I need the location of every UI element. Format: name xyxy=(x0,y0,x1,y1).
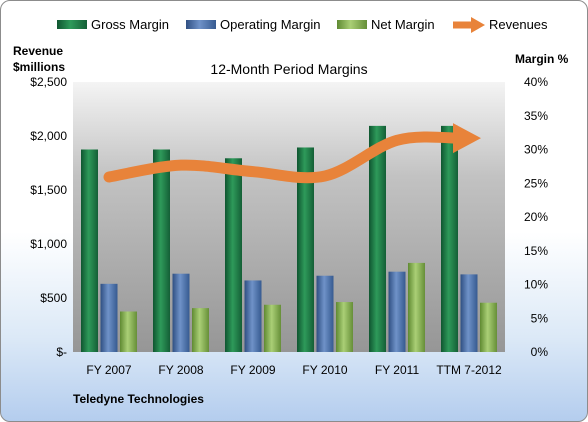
bar-net-margin-fy-2008 xyxy=(192,308,209,352)
bar-operating-margin-ttm-7-2012 xyxy=(460,274,478,352)
left-tick-label: $1,500 xyxy=(30,183,67,197)
right-tick-label: 10% xyxy=(524,278,548,292)
legend-label-operating-margin: Operating Margin xyxy=(220,17,320,32)
x-tick-label: TTM 7-2012 xyxy=(436,363,502,377)
bar-net-margin-fy-2009 xyxy=(264,304,281,352)
plot-area xyxy=(73,82,505,352)
revenues-line-path xyxy=(103,131,467,184)
right-tick-label: 0% xyxy=(531,345,549,359)
left-tick-label: $1,000 xyxy=(30,237,67,251)
legend-swatch-gross-margin xyxy=(57,20,87,29)
right-tick-label: 5% xyxy=(531,311,549,325)
x-tick-label: FY 2008 xyxy=(158,363,203,377)
revenues-arrowhead xyxy=(453,123,481,154)
left-tick-label: $2,000 xyxy=(30,129,67,143)
right-axis-label: Margin % xyxy=(515,52,569,66)
chart-title: 12-Month Period Margins xyxy=(210,61,367,77)
legend-swatch-revenues xyxy=(453,17,485,33)
bar-net-margin-fy-2010 xyxy=(336,302,353,352)
legend-label-gross-margin: Gross Margin xyxy=(91,17,169,32)
right-tick-label: 30% xyxy=(524,143,548,157)
bar-net-margin-fy-2007 xyxy=(120,311,137,352)
bar-operating-margin-fy-2010 xyxy=(316,275,334,352)
legend-label-net-margin: Net Margin xyxy=(371,17,435,32)
x-axis-labels: FY 2007 FY 2008 FY 2009 FY 2010 FY 2011 TTM 7… xyxy=(86,363,502,377)
legend-label-revenues: Revenues xyxy=(489,17,548,32)
revenues-line xyxy=(103,123,481,184)
right-axis-ticks: 0% 5% 10% 15% 20% 25% 30% 35% 40% xyxy=(524,75,548,359)
right-tick-label: 40% xyxy=(524,75,548,89)
x-tick-label: FY 2011 xyxy=(375,363,420,377)
left-tick-label: $- xyxy=(56,345,67,359)
x-tick-label: FY 2007 xyxy=(86,363,131,377)
bar-gross-margin-fy-2008 xyxy=(153,149,170,352)
right-tick-label: 15% xyxy=(524,244,548,258)
legend: Gross Margin Operating Margin Net Margin… xyxy=(57,17,548,33)
bars xyxy=(81,125,497,352)
x-tick-label: FY 2010 xyxy=(302,363,347,377)
right-tick-label: 25% xyxy=(524,176,548,190)
left-axis-label-line1: Revenue xyxy=(13,44,63,58)
legend-swatch-operating-margin xyxy=(186,20,216,29)
bar-gross-margin-ttm-7-2012 xyxy=(441,125,458,352)
x-tick-label: FY 2009 xyxy=(230,363,275,377)
legend-swatch-net-margin xyxy=(337,20,367,29)
bar-gross-margin-fy-2011 xyxy=(369,125,386,352)
left-tick-label: $2,500 xyxy=(30,75,67,89)
bar-gross-margin-fy-2010 xyxy=(297,147,314,352)
right-tick-label: 35% xyxy=(524,109,548,123)
left-axis-ticks: $- $500 $1,000 $1,500 $2,000 $2,500 xyxy=(30,75,67,359)
left-tick-label: $500 xyxy=(40,291,67,305)
bar-operating-margin-fy-2008 xyxy=(172,273,190,352)
bar-gross-margin-fy-2007 xyxy=(81,149,98,352)
bar-net-margin-fy-2011 xyxy=(408,262,425,352)
bar-net-margin-ttm-7-2012 xyxy=(480,302,497,352)
bar-operating-margin-fy-2007 xyxy=(100,283,118,352)
left-axis-label-line2: $millions xyxy=(13,60,65,74)
bar-gross-margin-fy-2009 xyxy=(225,158,242,352)
bar-operating-margin-fy-2011 xyxy=(388,271,406,352)
right-tick-label: 20% xyxy=(524,210,548,224)
company-name: Teledyne Technologies xyxy=(73,392,204,406)
bar-operating-margin-fy-2009 xyxy=(244,280,262,352)
